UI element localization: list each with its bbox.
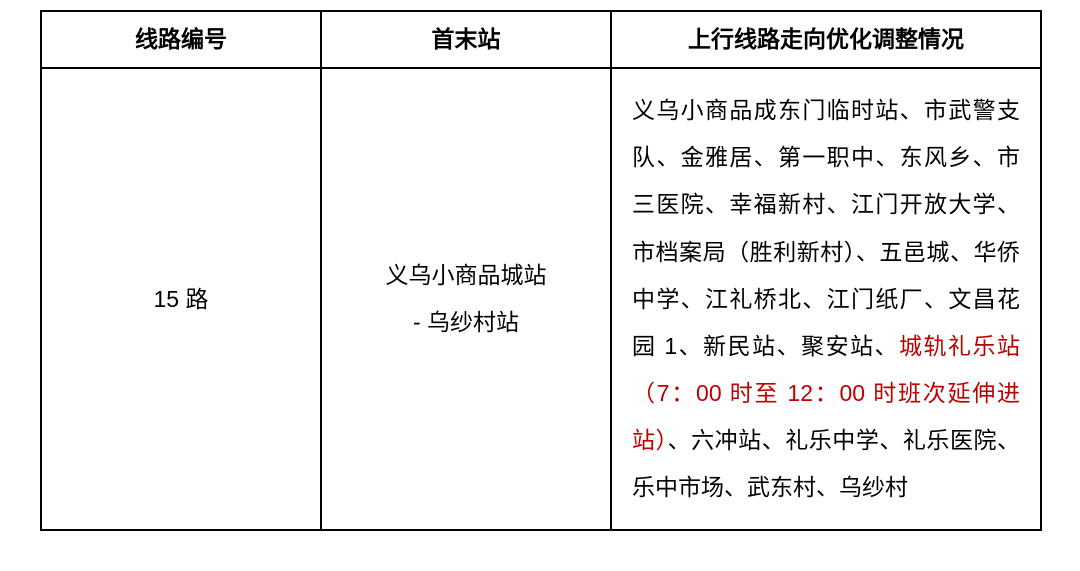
bus-route-table-container: 线路编号 首末站 上行线路走向优化调整情况 15 路 义乌小商品城站 - 乌纱村…	[40, 10, 1040, 531]
terminal-line-2: - 乌纱村站	[336, 299, 596, 346]
col-header-detail: 上行线路走向优化调整情况	[611, 11, 1041, 68]
cell-route-number: 15 路	[41, 68, 321, 530]
detail-segment-2: 、六冲站、礼乐中学、礼乐医院、乐中市场、武东村、乌纱村	[632, 427, 1020, 500]
bus-route-table: 线路编号 首末站 上行线路走向优化调整情况 15 路 义乌小商品城站 - 乌纱村…	[40, 10, 1042, 531]
col-header-route: 线路编号	[41, 11, 321, 68]
cell-route-detail: 义乌小商品成东门临时站、市武警支队、金雅居、第一职中、东风乡、市三医院、幸福新村…	[611, 68, 1041, 530]
col-header-terminal: 首末站	[321, 11, 611, 68]
table-row: 15 路 义乌小商品城站 - 乌纱村站 义乌小商品成东门临时站、市武警支队、金雅…	[41, 68, 1041, 530]
terminal-line-1: 义乌小商品城站	[336, 252, 596, 299]
detail-segment-0: 义乌小商品成东门临时站、市武警支队、金雅居、第一职中、东风乡、市三医院、幸福新村…	[632, 97, 1020, 359]
table-header-row: 线路编号 首末站 上行线路走向优化调整情况	[41, 11, 1041, 68]
cell-terminal-stations: 义乌小商品城站 - 乌纱村站	[321, 68, 611, 530]
